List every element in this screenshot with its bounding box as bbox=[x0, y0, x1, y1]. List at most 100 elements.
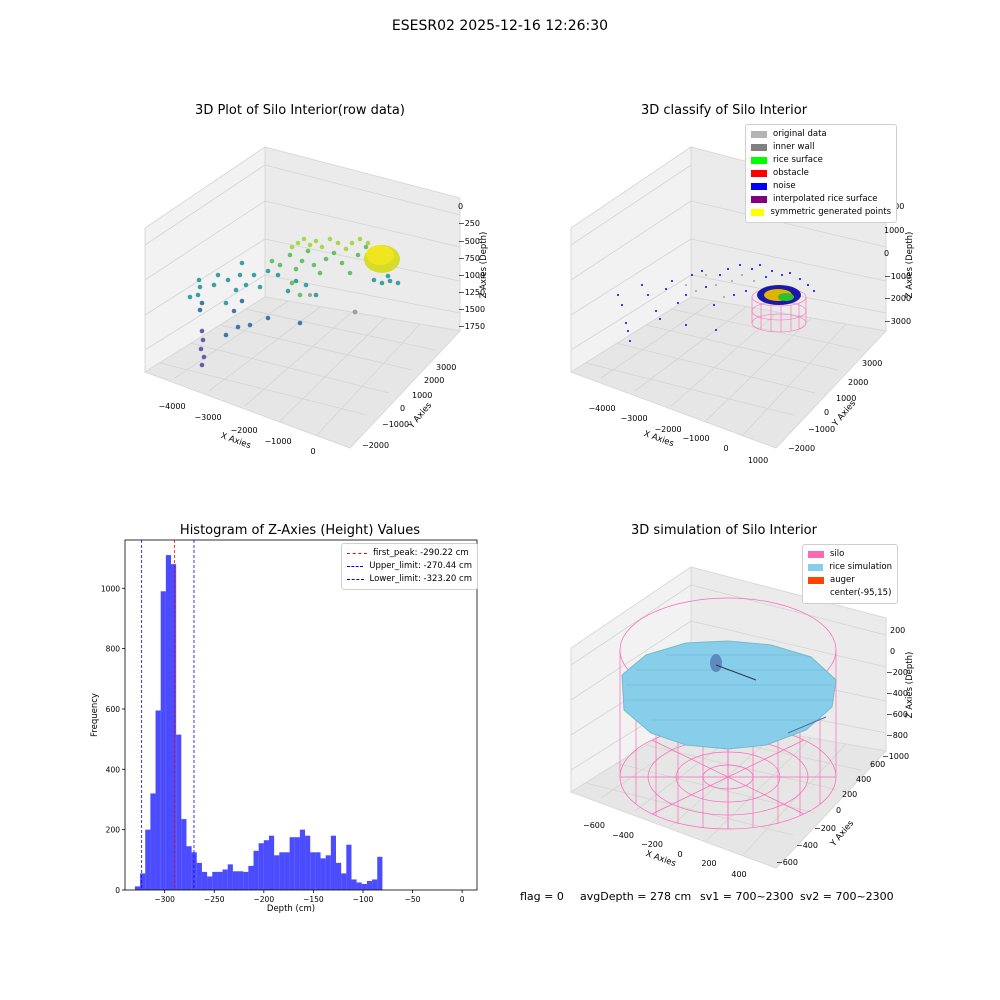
legend-label: first_peak: -290.22 cm bbox=[373, 548, 469, 558]
legend-item: Lower_limit: -323.20 cm bbox=[347, 573, 472, 586]
simulation-x-tick: −600 bbox=[583, 821, 605, 830]
legend-item: rice surface bbox=[751, 154, 891, 167]
legend-item: Upper_limit: -270.44 cm bbox=[347, 560, 472, 573]
simulation-x-tick: −200 bbox=[641, 840, 663, 849]
simulation-y-tick: −600 bbox=[776, 858, 798, 867]
simulation-y-tick: 400 bbox=[856, 775, 871, 784]
status-sv1: sv1 = 700~2300 bbox=[700, 890, 794, 903]
simulation-z-tick: −200 bbox=[886, 668, 908, 677]
histogram-bar bbox=[176, 734, 182, 890]
histogram-bar bbox=[366, 880, 373, 890]
raw-y-tick: 0 bbox=[400, 404, 405, 413]
classify-3d-plot: 2000 1000 0 −1000 −2000 −3000 Z Axies (D… bbox=[569, 146, 915, 465]
silo-wireframe bbox=[751, 287, 807, 333]
legend-swatch bbox=[751, 196, 767, 203]
classify-x-tick: 1000 bbox=[748, 456, 768, 465]
legend-item: silo bbox=[808, 548, 892, 561]
raw-y-tick: −1000 bbox=[382, 420, 409, 429]
x-tick-label: −200 bbox=[254, 895, 275, 904]
raw-z-axis-label: Z Axies (Depth) bbox=[479, 232, 489, 299]
legend-label: noise bbox=[773, 181, 796, 191]
legend-swatch bbox=[751, 209, 765, 216]
classify-y-tick: 1000 bbox=[836, 394, 856, 403]
histogram-bar bbox=[361, 883, 367, 890]
histogram-bar bbox=[336, 862, 342, 890]
rice-simulation-surface bbox=[621, 640, 837, 750]
histogram-bar bbox=[377, 856, 383, 890]
legend-line-blue bbox=[347, 566, 364, 567]
legend-label: symmetric generated points bbox=[770, 207, 891, 217]
legend-swatch bbox=[751, 144, 767, 151]
simulation-y-axis-label: Y Axies bbox=[828, 818, 856, 849]
raw-x-tick: −4000 bbox=[158, 402, 185, 411]
legend-line-blue bbox=[347, 579, 364, 580]
legend-label: original data bbox=[773, 129, 827, 139]
auger-arm bbox=[787, 716, 827, 734]
histogram-x-axis-label: Depth (cm) bbox=[267, 904, 315, 914]
legend-swatch bbox=[751, 170, 767, 177]
histogram-bar bbox=[217, 871, 223, 890]
raw-y-tick: 1000 bbox=[412, 391, 432, 400]
classify-legend: original data inner wall rice surface ob… bbox=[745, 124, 897, 223]
classify-z-tick: −1000 bbox=[884, 272, 911, 281]
simulation-3d-plot: 200 0 −200 −400 −600 −800 −1000 Z Axies … bbox=[569, 566, 915, 879]
figure-title: ESESR02 2025-12-16 12:26:30 bbox=[391, 18, 609, 34]
legend-label: Lower_limit: -323.20 cm bbox=[369, 574, 472, 584]
auger-shaft bbox=[715, 664, 757, 681]
histogram-bar bbox=[299, 829, 306, 890]
histogram-bar bbox=[279, 852, 285, 890]
legend-swatch bbox=[751, 157, 767, 164]
histogram-bar bbox=[315, 852, 321, 890]
histogram-bar bbox=[253, 850, 259, 890]
histogram-bar bbox=[227, 864, 233, 890]
status-flag: flag = 0 bbox=[520, 890, 564, 903]
x-tick-label: −150 bbox=[303, 895, 324, 904]
classify-y-tick: 0 bbox=[824, 408, 829, 417]
raw-y-tick: 3000 bbox=[436, 363, 456, 372]
status-avg-depth: avgDepth = 278 cm bbox=[580, 890, 692, 903]
histogram-bar bbox=[305, 835, 311, 890]
classify-x-tick: 0 bbox=[723, 444, 728, 453]
legend-label: auger bbox=[830, 575, 855, 585]
x-tick-label: −300 bbox=[154, 895, 175, 904]
classify-x-tick: −4000 bbox=[588, 404, 615, 413]
histogram-y-axis-label: Frequency bbox=[90, 693, 100, 737]
classify-z-tick: 0 bbox=[884, 249, 889, 258]
raw-plot-title: 3D Plot of Silo Interior(row data) bbox=[195, 103, 405, 118]
histogram-bar bbox=[356, 882, 362, 890]
histogram-bar bbox=[207, 876, 213, 890]
center-marker bbox=[710, 654, 722, 672]
y-tick-label: 600 bbox=[106, 705, 121, 714]
y-tick-label: 400 bbox=[106, 765, 121, 774]
legend-label: silo bbox=[830, 549, 845, 559]
raw-x-tick: −2000 bbox=[230, 426, 257, 435]
raw-y-tick: −2000 bbox=[362, 441, 389, 450]
legend-label: Upper_limit: -270.44 cm bbox=[369, 561, 472, 571]
y-tick-label: 1000 bbox=[101, 584, 120, 593]
classify-plot-title: 3D classify of Silo Interior bbox=[640, 103, 808, 118]
simulation-z-axis-label: Z Axies (Depth) bbox=[905, 652, 915, 719]
classify-z-tick: −2000 bbox=[884, 294, 911, 303]
raw-z-tick: −1500 bbox=[458, 305, 485, 314]
classify-y-tick: −2000 bbox=[788, 444, 815, 453]
legend-label: center(-95,15) bbox=[830, 588, 892, 598]
legend-item: interpolated rice surface bbox=[751, 193, 891, 206]
histogram-bar bbox=[201, 871, 208, 890]
histogram-bar bbox=[258, 843, 264, 890]
legend-label: rice surface bbox=[773, 155, 823, 165]
simulation-plot-title: 3D simulation of Silo Interior bbox=[631, 523, 817, 538]
histogram-bar bbox=[150, 793, 156, 890]
simulation-z-tick: −600 bbox=[886, 710, 908, 719]
simulation-x-tick: −400 bbox=[612, 831, 634, 840]
simulation-z-tick: 200 bbox=[890, 626, 905, 635]
histogram-bar bbox=[186, 846, 192, 890]
histogram-bar bbox=[181, 819, 187, 890]
histogram-bar bbox=[346, 844, 352, 890]
classify-y-tick: 3000 bbox=[862, 359, 882, 368]
legend-label: rice simulation bbox=[829, 562, 892, 572]
legend-swatch bbox=[751, 183, 767, 190]
histogram-bar bbox=[196, 862, 202, 890]
simulation-x-axis-label: X Axies bbox=[644, 849, 677, 869]
classify-x-tick: −2000 bbox=[654, 425, 681, 434]
legend-swatch bbox=[751, 131, 767, 138]
